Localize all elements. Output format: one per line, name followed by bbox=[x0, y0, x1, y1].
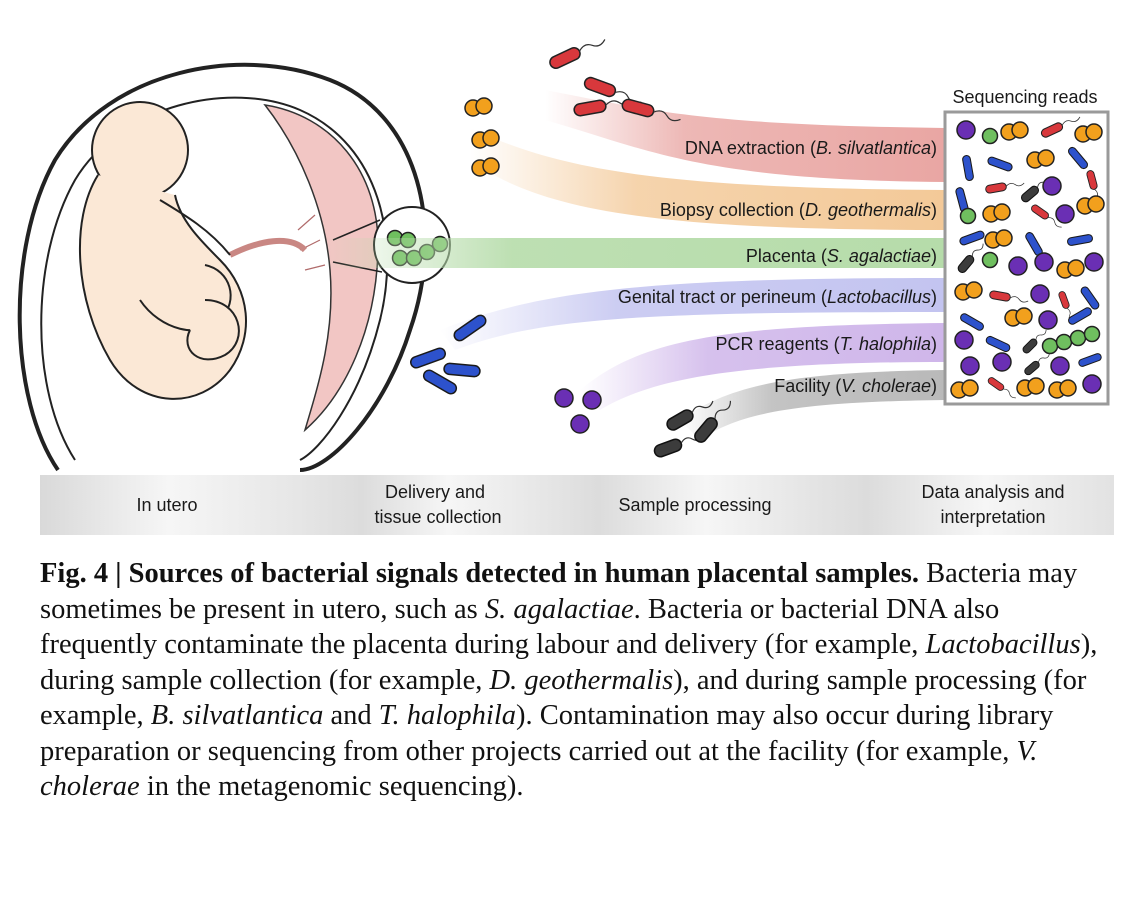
stage-bar bbox=[40, 475, 1114, 535]
caption-text: ). Contamination may also occur during l… bbox=[40, 700, 1054, 767]
bacteria-t-halophila bbox=[554, 388, 602, 434]
caption-text: in the metagenomic sequencing). bbox=[139, 771, 524, 802]
caption-species: T. halophila bbox=[378, 700, 517, 731]
caption-text: ), and during sample processing (for exa… bbox=[40, 664, 1087, 732]
caption-text: Bacteria may sometimes be present in ute… bbox=[40, 558, 1078, 625]
flow-band-green bbox=[325, 238, 945, 268]
stage-data-analysis-line2: interpretation bbox=[940, 507, 1045, 527]
stage-delivery-line2: tissue collection bbox=[374, 507, 501, 527]
caption-text: ), during sample collection (for example… bbox=[40, 629, 1098, 696]
flow-band-gray bbox=[680, 370, 945, 440]
flow-band-orange bbox=[470, 128, 945, 230]
caption-species: Lactobacillus bbox=[925, 629, 1081, 660]
caption-text: . Bacteria or bacterial DNA also frequen… bbox=[40, 593, 1000, 661]
flow-label-dna-extraction: DNA extraction (B. silvatlantica) bbox=[685, 138, 937, 158]
caption-species: S. agalactiae bbox=[484, 593, 634, 625]
flow-labels: DNA extraction (B. silvatlantica) Biopsy… bbox=[618, 138, 937, 396]
flow-label-pcr-reagents: PCR reagents (T. halophila) bbox=[716, 334, 937, 354]
flow-band-purple bbox=[580, 323, 945, 410]
stage-data-analysis-line1: Data analysis and bbox=[921, 482, 1064, 502]
stage-in-utero: In utero bbox=[136, 495, 197, 515]
figure-diagram: DNA extraction (B. silvatlantica) Biopsy… bbox=[17, 33, 1114, 535]
stage-delivery-line1: Delivery and bbox=[385, 482, 485, 502]
flow-band-blue bbox=[440, 278, 945, 350]
bacteria-lactobacillus bbox=[408, 312, 489, 397]
sequencing-reads-title: Sequencing reads bbox=[952, 87, 1097, 107]
flow-label-genital-tract: Genital tract or perineum (Lactobacillus… bbox=[618, 287, 937, 307]
caption-text: and bbox=[323, 700, 379, 731]
caption-title: Fig. 4 | Sources of bacterial signals de… bbox=[40, 558, 919, 589]
fetus-icon bbox=[79, 101, 247, 400]
stage-sample-processing: Sample processing bbox=[618, 495, 771, 515]
caption-species: D. geothermalis bbox=[489, 664, 674, 696]
flow-label-facility: Facility (V. cholerae) bbox=[774, 376, 937, 396]
flow-label-placenta: Placenta (S. agalactiae) bbox=[746, 246, 937, 266]
caption-species: B. silvatlantica bbox=[150, 700, 324, 731]
flow-label-biopsy-collection: Biopsy collection (D. geothermalis) bbox=[660, 200, 937, 220]
caption-species: V. cholerae bbox=[40, 735, 1038, 803]
figure-caption: Fig. 4 | Sources of bacterial signals de… bbox=[40, 556, 1120, 805]
